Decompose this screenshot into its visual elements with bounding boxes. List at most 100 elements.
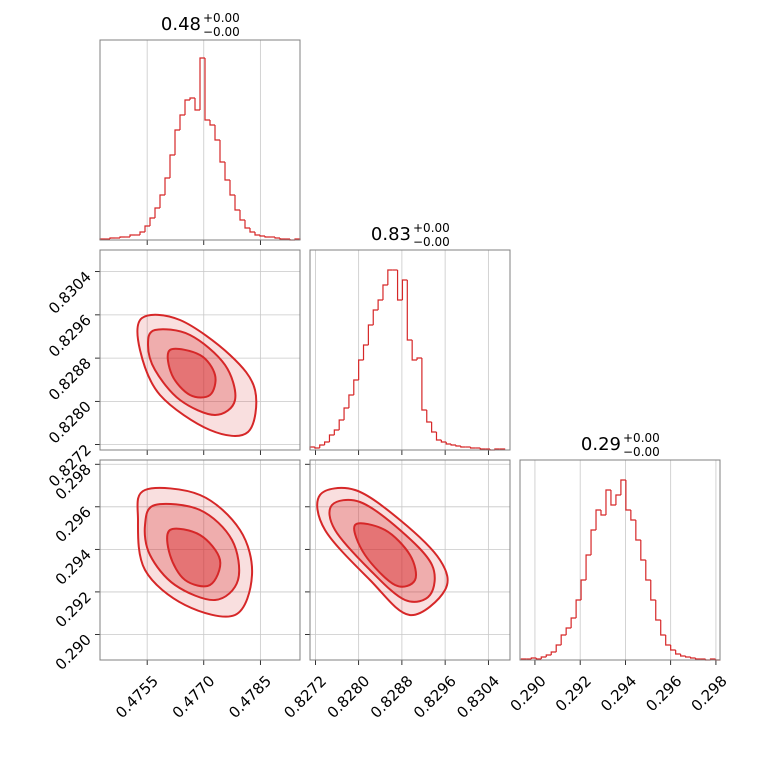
histogram-bin bbox=[685, 656, 691, 658]
panel-title-plus: +0.00 bbox=[623, 431, 660, 445]
histogram-bin bbox=[570, 617, 577, 628]
panel-frame bbox=[99, 249, 301, 451]
panel-title-plus: +0.00 bbox=[203, 11, 240, 25]
panel: 0.83 +0.00−0.00 bbox=[309, 221, 511, 455]
histogram-bin bbox=[333, 429, 340, 435]
histogram-bin bbox=[139, 231, 145, 235]
histogram-bin bbox=[109, 237, 115, 239]
histogram-bin bbox=[650, 580, 656, 601]
histogram-bin bbox=[545, 654, 552, 657]
panel-frame bbox=[309, 249, 511, 451]
histogram-bin bbox=[358, 359, 364, 380]
x-tick-label: 0.290 bbox=[507, 672, 550, 715]
panel-frame bbox=[309, 459, 511, 661]
histogram-bin bbox=[314, 447, 320, 449]
histogram-bin bbox=[680, 654, 686, 657]
x-tick-label: 0.8272 bbox=[280, 672, 330, 722]
y-tick-label: 0.8280 bbox=[45, 397, 95, 447]
contour-level bbox=[136, 313, 258, 437]
histogram-bin bbox=[640, 540, 646, 561]
histogram-bin bbox=[530, 657, 537, 659]
histogram-bin bbox=[377, 299, 383, 310]
y-tick-label: 0.8296 bbox=[45, 311, 95, 361]
y-tick-label: 0.296 bbox=[52, 503, 95, 546]
x-tick-label: 0.296 bbox=[642, 672, 685, 715]
histogram-bin bbox=[224, 162, 230, 181]
histogram-bin bbox=[580, 579, 587, 600]
histogram-bin bbox=[174, 129, 180, 155]
x-tick-label: 0.4755 bbox=[112, 672, 162, 722]
histogram-bin bbox=[323, 441, 330, 445]
histogram-bin bbox=[455, 445, 461, 447]
contour-level bbox=[166, 347, 217, 399]
x-tick-label: 0.298 bbox=[688, 672, 731, 715]
y-tick-label: 0.8288 bbox=[45, 354, 95, 404]
y-tick-label: 0.290 bbox=[52, 631, 95, 674]
histogram-bin bbox=[555, 644, 562, 652]
histogram-bin bbox=[469, 447, 476, 449]
histogram-bin bbox=[406, 280, 413, 341]
histogram-bin bbox=[144, 225, 150, 232]
histogram-bin bbox=[179, 114, 185, 130]
panel-title-minus: −0.00 bbox=[203, 25, 240, 39]
histogram-bin bbox=[479, 448, 486, 450]
histogram-bin bbox=[338, 419, 345, 430]
contour-level bbox=[353, 522, 417, 588]
histogram-bin bbox=[219, 140, 225, 163]
histogram-bin bbox=[445, 442, 452, 445]
histogram-bin bbox=[630, 510, 636, 521]
histogram-bin bbox=[259, 235, 265, 237]
histogram-bin bbox=[362, 344, 369, 360]
histogram-bin bbox=[450, 444, 456, 446]
histogram-bin bbox=[416, 357, 422, 360]
x-tick-label: 0.4785 bbox=[225, 672, 275, 722]
histogram-bin bbox=[129, 234, 135, 237]
panel-title-plus: +0.00 bbox=[413, 221, 450, 235]
panel-title-minus: −0.00 bbox=[413, 235, 450, 249]
histogram-bin bbox=[560, 634, 567, 645]
histogram-bin bbox=[387, 269, 393, 285]
histogram-bin bbox=[440, 440, 447, 443]
histogram-bin bbox=[670, 645, 676, 651]
histogram-bin bbox=[254, 232, 260, 236]
histogram-bin bbox=[348, 394, 354, 408]
histogram-bin bbox=[550, 651, 557, 655]
histogram-bin bbox=[249, 228, 255, 233]
x-tick-label: 0.8296 bbox=[410, 672, 460, 722]
panel-frame bbox=[99, 459, 301, 661]
histogram-bin bbox=[540, 656, 547, 659]
panel-title: 0.29 bbox=[581, 434, 621, 455]
histogram-bin bbox=[184, 99, 190, 115]
histogram-bin bbox=[209, 120, 215, 126]
histogram-bin bbox=[565, 627, 572, 635]
histogram-bin bbox=[421, 358, 427, 411]
histogram-bin bbox=[204, 58, 210, 121]
histogram-bin bbox=[319, 444, 325, 448]
histogram-bin bbox=[590, 529, 597, 555]
histogram-bin bbox=[279, 238, 285, 240]
histogram-bin bbox=[665, 635, 671, 646]
x-tick-label: 0.294 bbox=[597, 672, 640, 715]
histogram-bin bbox=[401, 279, 408, 300]
histogram-bin bbox=[600, 510, 606, 516]
histogram-bin bbox=[382, 284, 388, 300]
histogram-bin bbox=[595, 509, 601, 530]
x-tick-label: 0.8304 bbox=[453, 672, 503, 722]
panel: 0.48 +0.00−0.00 bbox=[99, 11, 301, 245]
contour-level bbox=[316, 486, 449, 617]
x-tick-label: 0.292 bbox=[552, 672, 595, 715]
histogram-bin bbox=[535, 658, 542, 660]
histogram-bin bbox=[149, 217, 155, 226]
histogram-bin bbox=[435, 432, 442, 441]
panel: 0.4755 0.4770 0.47850.2900.2920.2940.2960.… bbox=[52, 459, 301, 722]
histogram-bin bbox=[229, 180, 235, 196]
histogram-bin bbox=[575, 599, 582, 618]
histogram-bin bbox=[615, 494, 621, 505]
y-tick-label: 0.294 bbox=[52, 545, 95, 588]
panel-title-minus: −0.00 bbox=[623, 445, 660, 459]
histogram-bin bbox=[689, 657, 696, 659]
histogram-bin bbox=[625, 480, 631, 511]
histogram-bin bbox=[189, 97, 195, 100]
panel: 0.290 0.292 0.294 0.296 0.298 0.29 +0.00−0.00 bbox=[507, 431, 731, 715]
